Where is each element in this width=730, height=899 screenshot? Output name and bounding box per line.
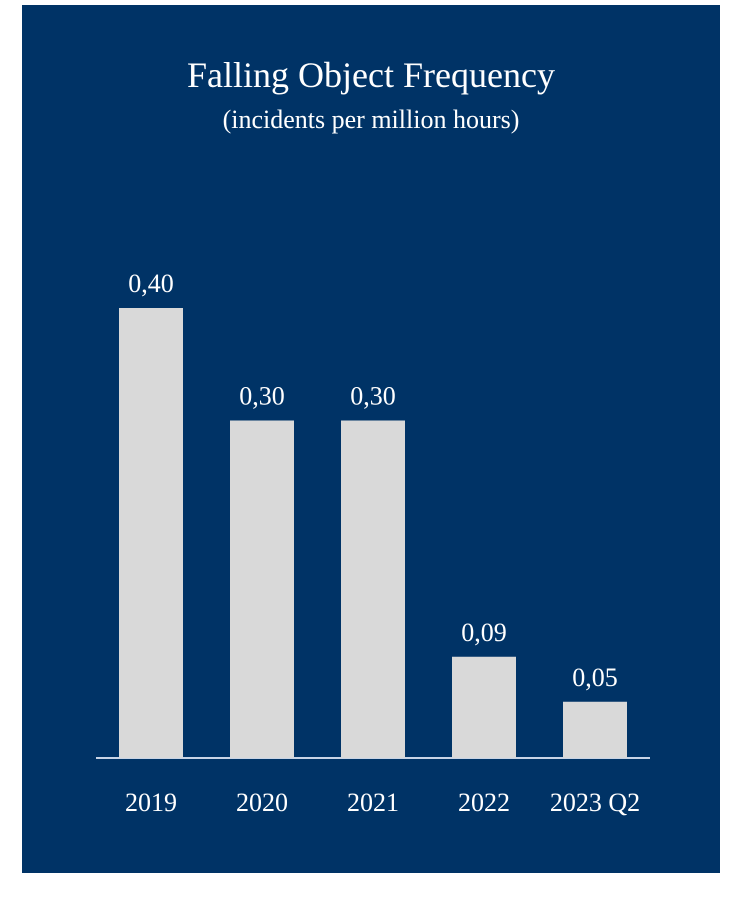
bar-2023-q2 — [563, 701, 627, 758]
bar-2020 — [230, 420, 294, 758]
bar-chart: 0,40 2019 0,30 2020 0,30 2021 0,09 2022 0,05 2023… — [96, 269, 650, 817]
x-tick-label: 2022 — [458, 788, 510, 817]
chart-title: Falling Object Frequency — [187, 55, 555, 95]
x-tick-label: 2019 — [125, 788, 177, 817]
data-label: 0,09 — [461, 618, 507, 647]
x-tick-label: 2021 — [347, 788, 399, 817]
chart-panel: Falling Object Frequency (incidents per … — [22, 5, 720, 873]
x-tick-label: 2020 — [236, 788, 288, 817]
bar-2019 — [119, 308, 183, 758]
bar-2021 — [341, 420, 405, 758]
data-label: 0,30 — [350, 382, 396, 411]
bar-2022 — [452, 656, 516, 758]
x-tick-label: 2023 Q2 — [550, 788, 640, 817]
data-label: 0,05 — [572, 663, 618, 692]
data-label: 0,40 — [128, 269, 174, 298]
chart-subtitle: (incidents per million hours) — [222, 105, 520, 134]
data-label: 0,30 — [239, 382, 285, 411]
